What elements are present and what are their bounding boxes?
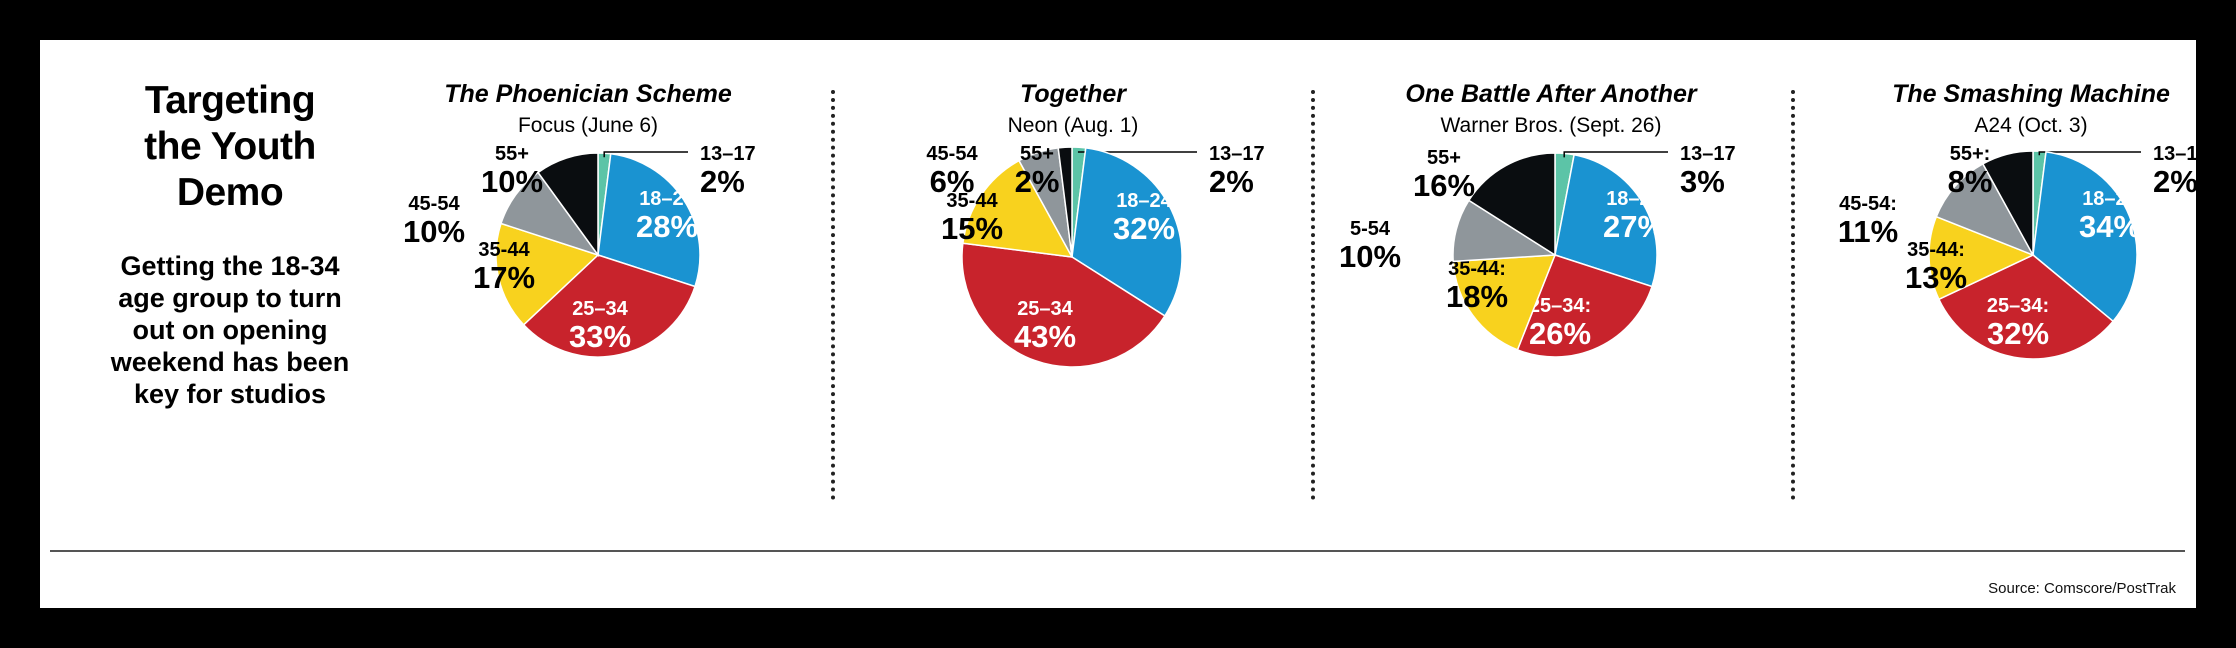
chart-divider	[1791, 90, 1795, 500]
slice-category-label: 18–24	[639, 188, 695, 210]
chart-subtitle: A24 (Oct. 3)	[1974, 114, 2087, 137]
slice-value-label: 2%	[1209, 164, 1254, 199]
pie-slice-18-24	[1554, 153, 1658, 288]
slice-category-label: 25–34	[572, 298, 628, 320]
chart-subtitle: Neon (Aug. 1)	[1008, 114, 1139, 137]
slice-category-label: 18–24	[1116, 190, 1172, 212]
slice-category-label: 55+	[495, 143, 529, 165]
slice-value-label: 3%	[1680, 164, 1725, 199]
slice-value-label: 32%	[1113, 211, 1175, 246]
pie-slice-35-44	[495, 222, 600, 326]
slice-value-label: 26%	[1529, 316, 1591, 351]
slice-category-label: 45-54	[926, 143, 978, 165]
slice-value-label: 18%	[1446, 279, 1508, 314]
pie-slice-55+	[1467, 152, 1556, 257]
pie-slice-35-44	[1928, 215, 2035, 301]
leader-line	[1077, 151, 1197, 153]
slice-value-label: 6%	[930, 164, 975, 199]
leader-line	[2038, 151, 2141, 156]
infographic-panel: Targeting the Youth Demo Getting the 18-…	[40, 40, 2196, 608]
slice-value-label: 28%	[636, 209, 698, 244]
intro-subtitle: Getting the 18-34 age group to turn out …	[110, 251, 350, 409]
pie-charts: The Phoenician Scheme Focus (June 6) 13–17…	[403, 80, 2196, 368]
slice-category-label: 35-44:	[1907, 239, 1965, 261]
pie-slice-25-34	[1937, 254, 2115, 360]
slice-category-label: 55+	[1427, 147, 1461, 169]
slice-category-label: 25–34:	[1987, 295, 2049, 317]
slice-category-label: 13–17	[1209, 143, 1265, 165]
chart-subtitle: Warner Bros. (Sept. 26)	[1441, 114, 1662, 137]
pie-slice-55+	[1981, 150, 2034, 256]
slice-value-label: 11%	[1838, 214, 1898, 249]
pie-chart: One Battle After Another Warner Bros. (Se…	[1339, 80, 1736, 358]
slice-value-label: 13%	[1905, 260, 1967, 295]
slice-category-label: 18–24	[1606, 188, 1662, 210]
slice-category-label: 55+:	[1950, 143, 1991, 165]
chart-title: The Phoenician Scheme	[444, 80, 732, 108]
slice-value-label: 32%	[1987, 316, 2049, 351]
slice-value-label: 10%	[481, 164, 543, 199]
slice-value-label: 2%	[1015, 164, 1060, 199]
chart-title: The Smashing Machine	[1892, 80, 2170, 108]
slice-category-label: 35-44:	[1448, 258, 1506, 280]
pie-slice-18-24	[597, 152, 701, 288]
pie-slice-35-44	[1452, 254, 1557, 351]
pie-chart: The Phoenician Scheme Focus (June 6) 13–17…	[403, 80, 756, 358]
slice-category-label: 35-44	[946, 190, 998, 212]
pie-slice-25-34	[1516, 254, 1653, 358]
slice-category-label: 13–17	[700, 143, 756, 165]
slice-value-label: 2%	[700, 164, 745, 199]
pie-slice-25-34	[522, 254, 696, 358]
slice-category-label: 55+	[1020, 143, 1054, 165]
slice-category-label: 13–17	[1680, 143, 1736, 165]
pie-slice-55+	[1057, 146, 1073, 258]
chart-title: Together	[1020, 80, 1127, 108]
pie-chart: The Smashing Machine A24 (Oct. 3) 13–17:2%…	[1838, 80, 2196, 360]
slice-category-label: 5-54	[1350, 218, 1391, 240]
pie-slice-35-44	[962, 159, 1074, 258]
slice-category-label: 13–17:	[2153, 143, 2196, 165]
intro-title: Targeting the Youth Demo	[144, 79, 316, 214]
chart-divider	[831, 90, 835, 500]
slice-category-label: 45-54	[408, 193, 460, 215]
slice-value-label: 10%	[1339, 239, 1401, 274]
pie-slice-45-54	[1935, 162, 2035, 257]
slice-value-label: 43%	[1014, 319, 1076, 354]
slice-category-label: 45-54:	[1839, 193, 1897, 215]
slice-value-label: 2%	[2153, 164, 2196, 199]
slice-value-label: 10%	[403, 214, 465, 249]
slice-value-label: 8%	[1948, 164, 1993, 199]
baseline-rule	[50, 550, 2185, 552]
slice-category-label: 35-44	[478, 239, 530, 261]
pie-slice-18-24	[2032, 150, 2138, 323]
slice-value-label: 17%	[473, 260, 535, 295]
slice-category-label: 25–34:	[1529, 295, 1591, 317]
chart-divider	[1311, 90, 1315, 500]
slice-value-label: 34%	[2079, 209, 2141, 244]
chart-subtitle: Focus (June 6)	[518, 114, 658, 137]
slice-category-label: 25–34	[1017, 298, 1073, 320]
slice-value-label: 15%	[941, 211, 1003, 246]
source-note: Source: Comscore/PostTrak	[1988, 580, 2176, 597]
slice-value-label: 16%	[1413, 168, 1475, 203]
slice-category-label: 18–24	[2082, 188, 2138, 210]
pie-slice-25-34	[961, 242, 1166, 368]
chart-title: One Battle After Another	[1405, 80, 1697, 108]
leader-line	[603, 151, 688, 158]
leader-line	[1563, 151, 1668, 158]
slice-value-label: 33%	[569, 319, 631, 354]
slice-value-label: 27%	[1603, 209, 1665, 244]
pie-slice-55+	[537, 152, 599, 258]
